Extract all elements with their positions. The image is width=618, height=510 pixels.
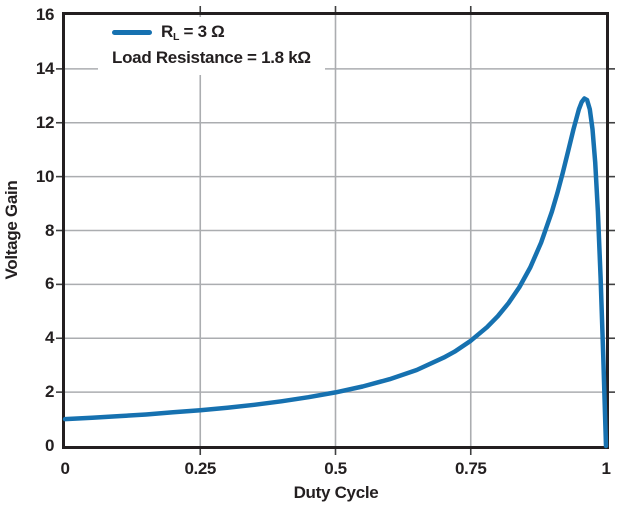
legend-series-symbol-sub: L — [172, 30, 180, 43]
y-tick-label: 6 — [44, 274, 54, 294]
y-tick-label: 4 — [44, 328, 54, 348]
x-tick-label: 0.5 — [324, 459, 347, 478]
legend-note: Load Resistance = 1.8 kΩ — [112, 47, 311, 67]
legend-series-row: RL = 3 Ω — [112, 20, 311, 45]
plot-frame — [62, 12, 609, 449]
series-line-swatch — [112, 30, 152, 35]
x-tick-label: 0 — [60, 459, 70, 478]
x-tick-label: 0.25 — [184, 459, 217, 478]
y-axis-title: Voltage Gain — [2, 180, 21, 280]
y-tick-label: 0 — [44, 436, 54, 455]
x-tick-label: 1 — [601, 459, 611, 478]
y-tick-label: 10 — [35, 166, 55, 186]
y-tick-label: 2 — [44, 382, 54, 402]
y-tick-label: 8 — [44, 220, 54, 240]
y-tick-label: 12 — [35, 112, 55, 132]
legend-note-row: Load Resistance = 1.8 kΩ — [112, 45, 311, 70]
x-tick-label: 0.75 — [455, 459, 487, 478]
gain-curve — [62, 96, 609, 449]
legend: RL = 3 Ω Load Resistance = 1.8 kΩ — [98, 17, 325, 75]
legend-series-symbol: R — [161, 22, 173, 42]
legend-series-label: RL = 3 Ω — [161, 22, 225, 43]
y-tick-label: 16 — [35, 5, 55, 24]
y-tick-label: 14 — [35, 58, 55, 78]
legend-series-value: = 3 Ω — [179, 22, 225, 42]
x-axis-title: Duty Cycle — [293, 483, 379, 502]
